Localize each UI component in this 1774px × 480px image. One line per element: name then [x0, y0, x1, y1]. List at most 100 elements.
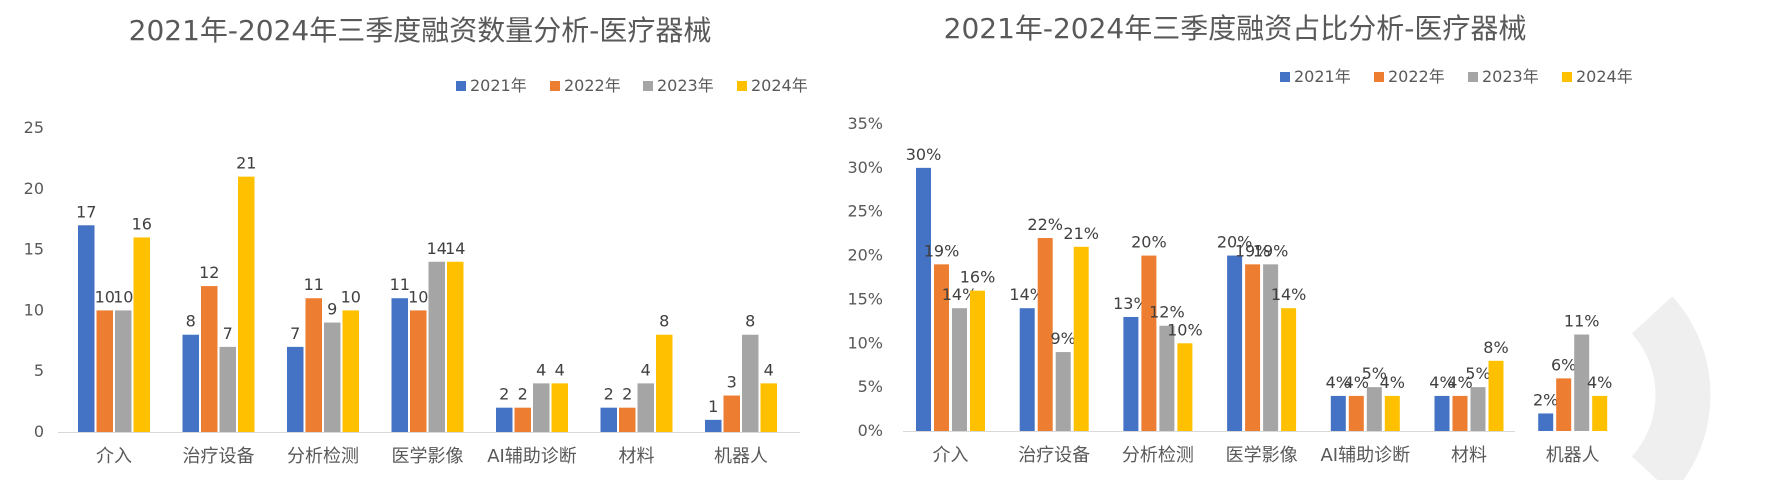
- data-label: 20%: [1217, 233, 1253, 252]
- bar: [1592, 395, 1608, 431]
- y-tick-label: 15: [24, 240, 44, 259]
- legend-swatch: [550, 81, 560, 91]
- data-label: 2: [622, 385, 632, 404]
- y-tick-label: 0%: [858, 421, 883, 440]
- data-label: 10%: [1167, 320, 1203, 339]
- data-label: 11: [390, 275, 410, 294]
- y-tick-label: 15%: [847, 289, 883, 308]
- bar: [1348, 395, 1364, 431]
- bar: [1470, 387, 1486, 431]
- bar: [656, 334, 673, 432]
- bar: [1073, 246, 1089, 431]
- bar: [428, 261, 445, 432]
- data-label: 10: [113, 287, 133, 306]
- y-tick-label: 35%: [847, 114, 883, 133]
- category-label: 材料: [1451, 445, 1487, 466]
- category-label: 材料: [619, 446, 655, 467]
- bar: [324, 322, 341, 432]
- bar: [1177, 343, 1193, 431]
- data-label: 14: [427, 239, 447, 258]
- data-label: 4: [764, 360, 774, 379]
- data-label: 4: [641, 360, 651, 379]
- legend-swatch: [1562, 72, 1572, 82]
- bar: [238, 176, 255, 432]
- legend-swatch: [1280, 72, 1290, 82]
- data-label: 30%: [906, 145, 942, 164]
- bar: [760, 383, 777, 432]
- data-label: 12%: [1149, 303, 1185, 322]
- data-label: 16: [132, 214, 152, 233]
- legend-label: 2024年: [1576, 67, 1633, 86]
- bar: [133, 237, 150, 432]
- data-label: 14%: [1009, 285, 1045, 304]
- data-label: 2: [604, 385, 614, 404]
- bar: [78, 225, 95, 432]
- bar: [1488, 360, 1504, 431]
- legend-label: 2022年: [564, 76, 621, 95]
- data-label: 11%: [1564, 312, 1600, 331]
- bar: [1037, 238, 1053, 431]
- legend-label: 2021年: [470, 76, 527, 95]
- data-label: 19%: [1235, 241, 1271, 260]
- data-label: 7: [223, 324, 233, 343]
- data-label: 22%: [1027, 215, 1063, 234]
- y-tick-label: 10: [24, 300, 44, 319]
- data-label: 4%: [1344, 373, 1369, 392]
- category-label: 医学影像: [1226, 445, 1298, 466]
- data-label: 8: [659, 312, 669, 331]
- data-label: 14%: [942, 285, 978, 304]
- data-label: 10: [341, 287, 361, 306]
- data-label: 14%: [1271, 285, 1307, 304]
- bar: [115, 310, 132, 432]
- data-label: 14: [445, 239, 465, 258]
- bar: [342, 310, 359, 432]
- data-label: 19%: [1253, 241, 1289, 260]
- chart-title: 2021年-2024年三季度融资数量分析-医疗器械: [129, 14, 712, 47]
- bar: [970, 290, 985, 431]
- y-tick-label: 20%: [847, 246, 883, 265]
- data-label: 13%: [1113, 294, 1149, 313]
- data-label: 8: [186, 312, 196, 331]
- data-label: 2%: [1533, 390, 1558, 409]
- bar: [723, 395, 740, 432]
- data-label: 2: [499, 385, 509, 404]
- category-label: AI辅助诊断: [487, 446, 577, 467]
- bar: [287, 346, 304, 432]
- data-label: 10: [95, 287, 115, 306]
- data-label: 10: [408, 287, 428, 306]
- bar: [1141, 255, 1157, 431]
- category-label: 分析检测: [287, 446, 359, 467]
- bar: [916, 167, 931, 431]
- watermark-arc: [1631, 296, 1711, 480]
- chart-title: 2021年-2024年三季度融资占比分析-医疗器械: [944, 12, 1527, 45]
- bar: [1159, 325, 1175, 431]
- bar: [1019, 308, 1035, 431]
- data-label: 4%: [1326, 373, 1351, 392]
- data-label: 9: [327, 300, 337, 319]
- bar: [305, 298, 322, 432]
- category-label: 医学影像: [392, 446, 464, 467]
- bar: [496, 407, 513, 432]
- legend-swatch: [1374, 72, 1384, 82]
- category-label: 介入: [933, 445, 969, 466]
- data-label: 3: [727, 373, 737, 392]
- bar: [705, 419, 722, 432]
- legend-label: 2022年: [1388, 67, 1445, 86]
- bar: [619, 407, 636, 432]
- bar: [1384, 395, 1400, 431]
- bar: [533, 383, 550, 432]
- y-tick-label: 5%: [858, 377, 883, 396]
- category-label: 机器人: [1546, 445, 1600, 466]
- data-label: 8: [745, 312, 755, 331]
- category-label: 机器人: [714, 446, 768, 467]
- y-tick-label: 20: [24, 179, 44, 198]
- data-label: 20%: [1131, 233, 1167, 252]
- category-label: 介入: [96, 446, 132, 467]
- bar: [742, 334, 759, 432]
- legend-swatch: [1468, 72, 1478, 82]
- data-label: 4%: [1380, 373, 1405, 392]
- y-tick-label: 10%: [847, 333, 883, 352]
- bar: [952, 308, 967, 431]
- data-label: 6%: [1551, 355, 1576, 374]
